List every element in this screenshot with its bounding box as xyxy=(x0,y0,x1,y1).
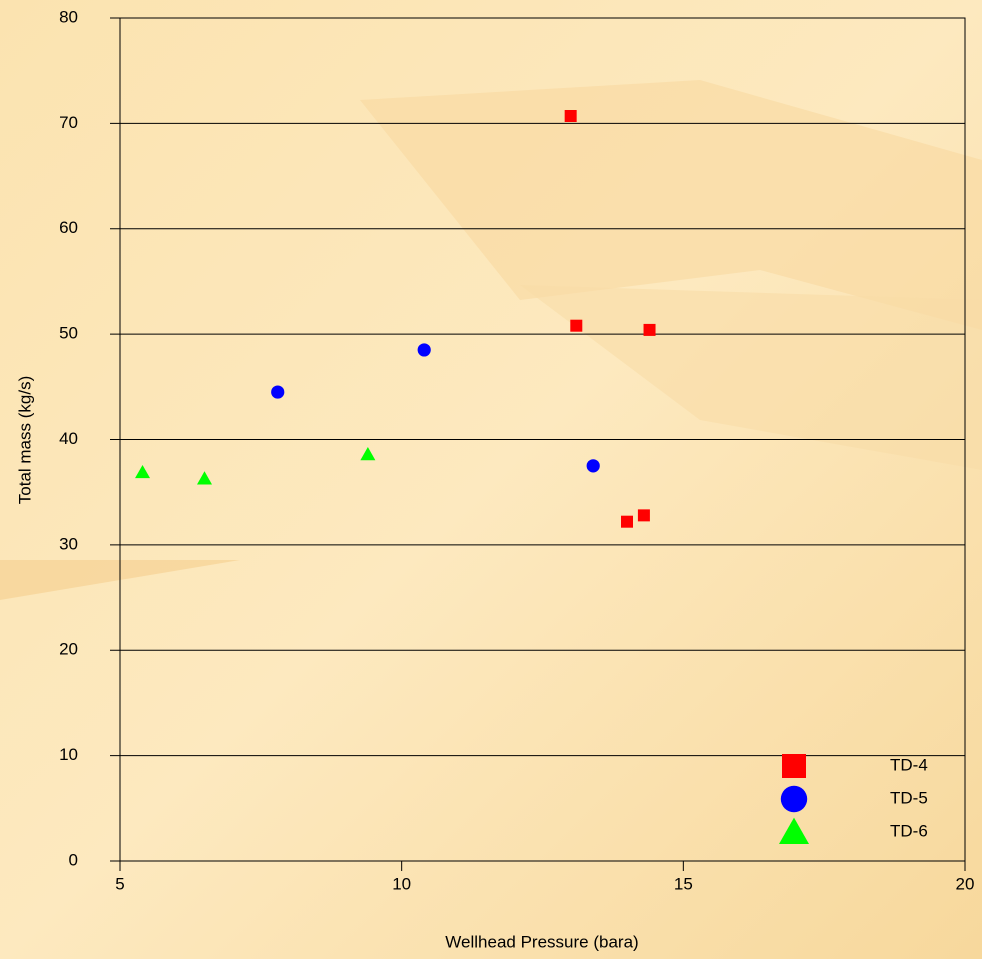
marker xyxy=(644,324,656,336)
legend-label: TD-6 xyxy=(890,821,928,840)
y-tick-label: 80 xyxy=(59,7,78,26)
x-tick-label: 20 xyxy=(956,874,975,893)
marker xyxy=(638,509,650,521)
y-tick-label: 70 xyxy=(59,113,78,132)
y-axis-label: Total mass (kg/s) xyxy=(15,376,34,504)
marker xyxy=(570,320,582,332)
x-tick-label: 10 xyxy=(392,874,411,893)
x-tick-label: 15 xyxy=(674,874,693,893)
chart: Wellhead Pressure (bara) Total mass (kg/… xyxy=(0,0,982,959)
marker xyxy=(418,343,431,356)
y-tick-label: 50 xyxy=(59,324,78,343)
y-tick-label: 0 xyxy=(69,850,78,869)
y-tick-label: 10 xyxy=(59,745,78,764)
legend-label: TD-4 xyxy=(890,755,928,774)
marker xyxy=(621,516,633,528)
legend-marker xyxy=(782,754,806,778)
legend-marker xyxy=(781,786,807,812)
y-tick-label: 30 xyxy=(59,534,78,553)
y-tick-label: 60 xyxy=(59,218,78,237)
y-tick-label: 40 xyxy=(59,429,78,448)
marker xyxy=(565,110,577,122)
marker xyxy=(271,385,284,398)
y-tick-label: 20 xyxy=(59,640,78,659)
x-tick-label: 5 xyxy=(115,874,124,893)
x-axis-label: Wellhead Pressure (bara) xyxy=(445,932,638,951)
marker xyxy=(587,459,600,472)
legend-label: TD-5 xyxy=(890,788,928,807)
